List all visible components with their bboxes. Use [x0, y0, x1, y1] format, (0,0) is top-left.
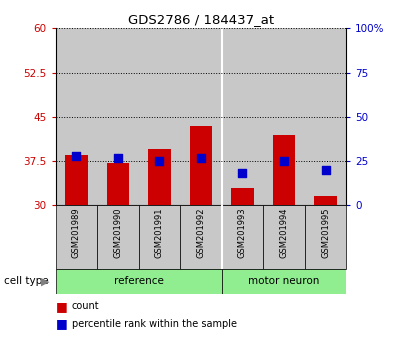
Point	[198, 155, 204, 160]
Text: GSM201994: GSM201994	[279, 207, 289, 258]
Text: ■: ■	[56, 300, 68, 313]
Bar	[107, 163, 129, 205]
Bar	[273, 135, 295, 205]
Bar	[65, 155, 88, 205]
Text: ■: ■	[56, 318, 68, 330]
Text: GSM201990: GSM201990	[113, 207, 123, 258]
Bar	[180, 28, 222, 205]
Bar	[305, 28, 346, 205]
Bar	[56, 28, 97, 205]
Point	[322, 167, 329, 173]
Text: GSM201993: GSM201993	[238, 207, 247, 258]
Bar	[97, 205, 139, 269]
Bar	[222, 205, 263, 269]
Text: count: count	[72, 301, 99, 311]
Point	[281, 158, 287, 164]
Point	[239, 171, 246, 176]
Text: ▶: ▶	[41, 276, 50, 286]
Bar	[222, 28, 263, 205]
Bar	[222, 269, 346, 294]
Bar	[305, 205, 346, 269]
Bar	[231, 188, 254, 205]
Bar	[139, 205, 180, 269]
Text: reference: reference	[114, 276, 164, 286]
Bar	[189, 126, 213, 205]
Title: GDS2786 / 184437_at: GDS2786 / 184437_at	[128, 13, 274, 26]
Bar	[56, 269, 222, 294]
Point	[156, 158, 163, 164]
Point	[73, 153, 80, 159]
Text: GSM201995: GSM201995	[321, 207, 330, 258]
Text: cell type: cell type	[4, 276, 49, 286]
Text: percentile rank within the sample: percentile rank within the sample	[72, 319, 237, 329]
Bar	[263, 205, 305, 269]
Bar	[56, 205, 97, 269]
Bar	[263, 28, 305, 205]
Text: motor neuron: motor neuron	[248, 276, 320, 286]
Point	[115, 155, 121, 160]
Bar	[139, 28, 180, 205]
Bar	[180, 205, 222, 269]
Bar	[314, 196, 337, 205]
Bar	[97, 28, 139, 205]
Text: GSM201991: GSM201991	[155, 207, 164, 258]
Text: GSM201992: GSM201992	[197, 207, 205, 258]
Bar	[148, 149, 171, 205]
Text: GSM201989: GSM201989	[72, 207, 81, 258]
